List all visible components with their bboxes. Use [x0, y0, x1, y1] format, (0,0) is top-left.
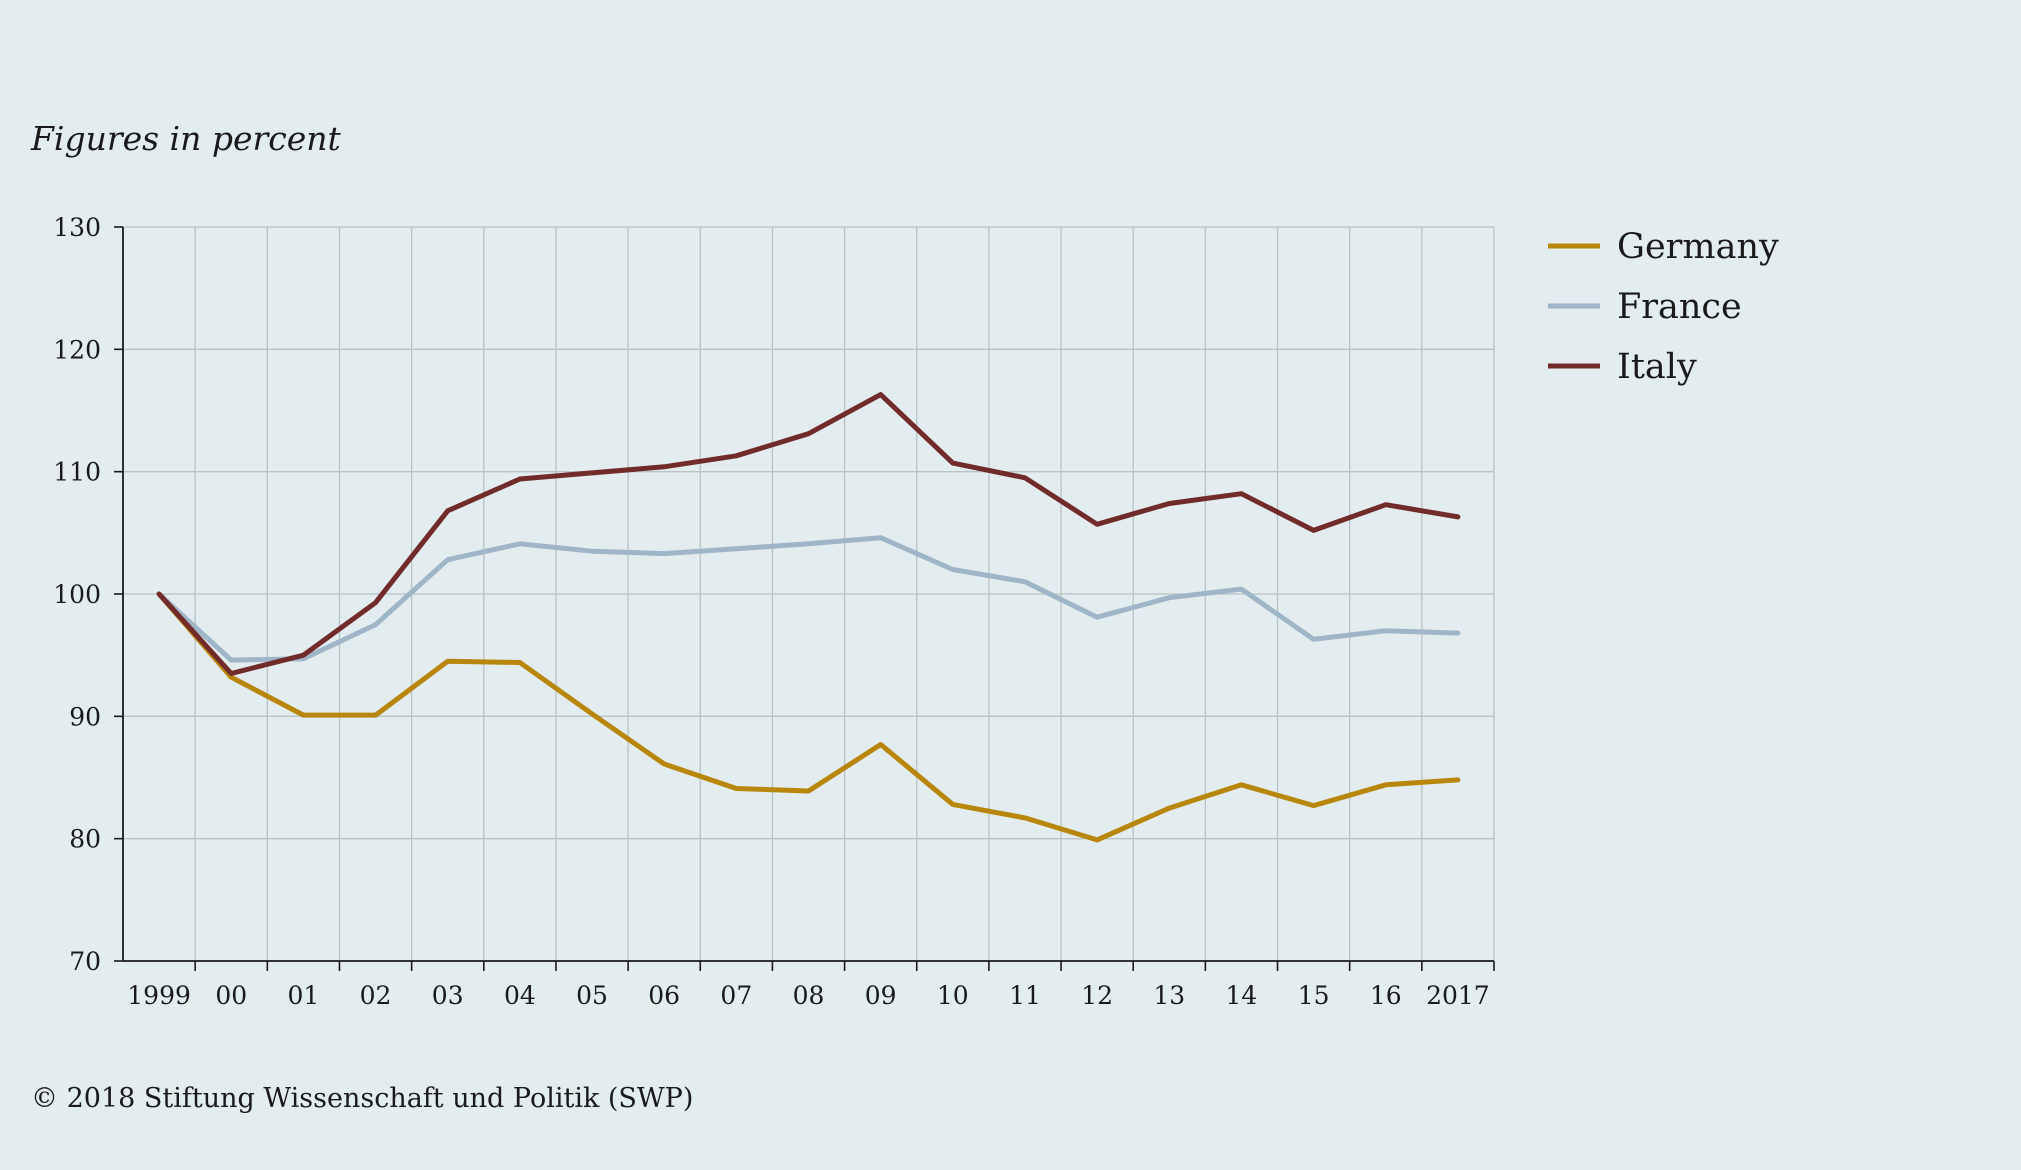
series-line-italy [156, 392, 1461, 676]
legend-label-italy: Italy [1617, 347, 1697, 387]
legend-label-germany: Germany [1617, 227, 1779, 267]
x-tick-label: 00 [215, 981, 247, 1010]
y-tick-label: 120 [53, 335, 101, 364]
x-tick-label: 08 [793, 981, 825, 1010]
y-tick-label: 70 [69, 947, 101, 976]
series-line-germany [156, 591, 1461, 843]
chart-subtitle: Figures in percent [30, 119, 342, 158]
x-tick-label: 02 [360, 981, 392, 1010]
x-tick-label: 15 [1298, 981, 1330, 1010]
y-tick-label: 100 [53, 580, 101, 609]
x-tick-label: 11 [1009, 981, 1041, 1010]
y-tick-label: 110 [53, 458, 101, 487]
x-tick-label: 16 [1370, 981, 1402, 1010]
x-tick-label: 07 [720, 981, 752, 1010]
x-tick-label: 05 [576, 981, 608, 1010]
series-lines [156, 392, 1461, 843]
credit-text: © 2018 Stiftung Wissenschaft und Politik… [31, 1083, 693, 1114]
x-tick-label: 1999 [127, 981, 191, 1010]
x-tick-label: 03 [432, 981, 464, 1010]
x-tick-label: 13 [1153, 981, 1185, 1010]
x-tick-label: 01 [287, 981, 319, 1010]
axes: 70 80 90 100 110 120 130 1999 00 01 02 03 04 05 06 07 08… [53, 213, 1495, 1010]
y-tick-label: 90 [69, 702, 101, 731]
legend: Germany France Italy [1548, 227, 1779, 387]
x-tick-label: 10 [937, 981, 969, 1010]
series-line-france [156, 535, 1461, 663]
y-tick-label: 80 [69, 825, 101, 854]
x-tick-label: 14 [1226, 981, 1258, 1010]
y-tick-label: 130 [53, 213, 101, 242]
legend-label-france: France [1617, 287, 1742, 327]
x-tick-label: 06 [648, 981, 680, 1010]
x-tick-label: 09 [865, 981, 897, 1010]
x-tick-label: 04 [504, 981, 536, 1010]
x-tick-label: 12 [1081, 981, 1113, 1010]
x-tick-label: 2017 [1426, 981, 1490, 1010]
grid [123, 226, 1495, 961]
